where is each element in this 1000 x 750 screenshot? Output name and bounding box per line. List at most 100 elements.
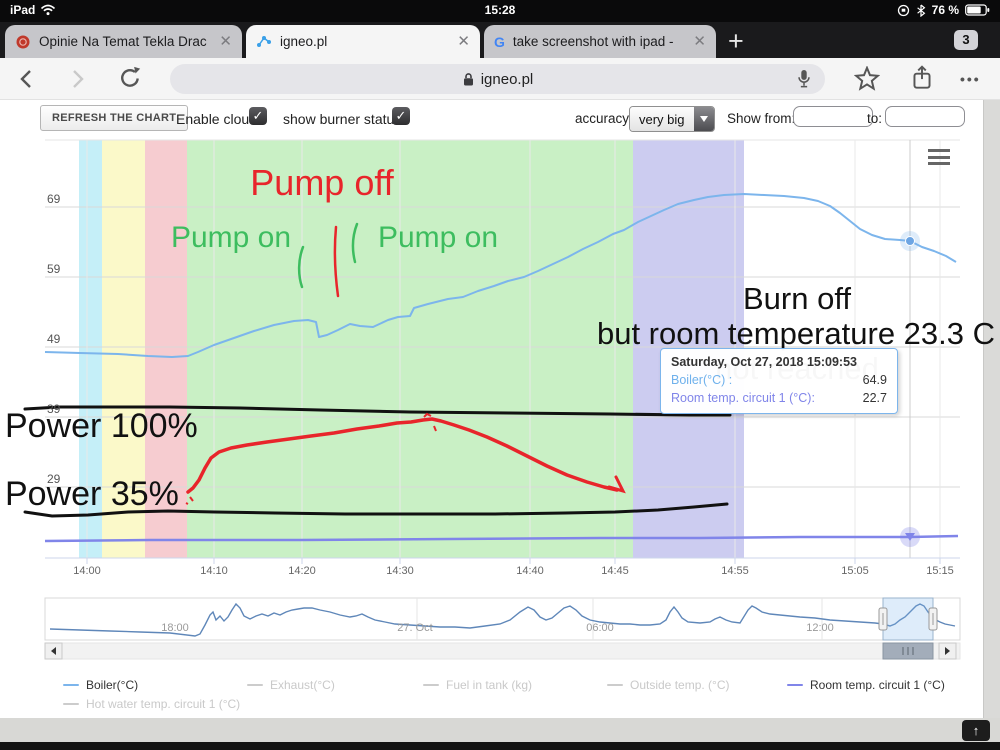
scroll-to-top-button[interactable]: ↑ [962,720,990,741]
legend-line-symbol [423,683,439,687]
plot-band-pink [145,140,187,558]
scrollbar-track[interactable] [44,642,961,660]
drawn-scribble [423,412,432,418]
tooltip-series-label: Boiler(°C) : [671,373,733,387]
tab-title: Opinie Na Temat Tekla Drac [39,34,207,49]
legend-line-symbol [63,683,79,687]
reload-button[interactable] [118,66,143,91]
bottom-bar [0,742,1000,750]
annotation-pump-on-left: Pump on [170,221,292,254]
drawn-scribble [185,502,189,505]
navigator-series [49,602,956,637]
legend-line-symbol [63,702,79,706]
drawn-pump-on-stroke [297,245,305,289]
legend-label: Exhaust(°C) [270,678,335,692]
drawn-power-curve [186,417,619,494]
drawn-pump-off-stroke [333,225,340,298]
google-favicon: G [494,33,505,50]
tooltip-title: Saturday, Oct 27, 2018 15:09:53 [671,355,857,369]
drawn-pump-on-stroke [351,222,359,264]
legend-line-symbol [787,683,803,687]
wifi-icon [40,4,56,16]
legend-item-inactive[interactable]: Outside temp. (°C) [607,678,730,692]
clock: 15:28 [484,3,516,17]
annotation-burn-off-1: Burn off [742,281,852,316]
tooltip-series-value: 64.9 [862,373,887,387]
show-burner-label: show burner status [283,111,402,127]
new-tab-button[interactable]: + [728,26,744,56]
accuracy-label: accuracy: [575,111,633,126]
to-label: to: [867,111,883,126]
refresh-chart-button[interactable]: REFRESH THE CHART [40,105,189,131]
accuracy-selected-value: very big [630,107,694,131]
tab-bar: Opinie Na Temat Tekla Drac ✕ igneo.pl ✕ … [0,22,1000,58]
overflow-menu-icon[interactable]: ••• [960,71,981,87]
legend-label: Room temp. circuit 1 (°C) [810,678,945,692]
annotation-burn-off-2: but room temperature 23.3 C [596,316,996,351]
legend-item-inactive[interactable]: Exhaust(°C) [247,678,335,692]
tab-igneo[interactable]: igneo.pl ✕ [246,25,480,58]
navigator[interactable] [44,597,961,641]
legend-label: Boiler(°C) [86,678,139,692]
room-marker [905,533,915,541]
share-icon[interactable] [910,64,934,92]
drawn-power100-line [23,405,732,417]
drawn-power35-line [23,502,729,518]
navigator-selection[interactable] [882,597,934,641]
voice-search-icon[interactable] [795,67,813,91]
tooltip-series-value: 22.7 [862,390,887,405]
annotation-pump-off: Pump off [250,162,394,203]
tab-count-button[interactable]: 3 [954,30,978,50]
annotation-power-35: Power 35% [5,475,179,513]
show-to-input[interactable] [885,106,965,127]
legend-label: Hot water temp. circuit 1 (°C) [86,697,241,711]
enable-cloud-checkbox[interactable]: ✓ [249,107,267,125]
tab-opinie[interactable]: Opinie Na Temat Tekla Drac ✕ [5,25,242,58]
page-footer-strip [0,718,1000,742]
close-icon[interactable]: ✕ [219,33,232,50]
series-boiler[interactable] [44,193,957,358]
bluetooth-icon [916,4,926,17]
chart-menu-icon[interactable] [928,149,950,169]
igneo-favicon [256,34,272,49]
boiler-marker [905,236,915,246]
legend-item-inactive[interactable]: Hot water temp. circuit 1 (°C) [63,697,240,711]
legend-item-active[interactable]: Boiler(°C) [63,678,138,692]
plot-band-green [187,140,633,558]
plot-band-yellow [102,140,145,558]
status-bar: iPad 15:28 76 % [0,0,1000,22]
plot-band-cyan [79,140,102,558]
lock-icon [462,72,475,87]
enable-cloud-label: Enable cloud [176,111,257,127]
tab-screenshot[interactable]: G take screenshot with ipad - ✕ [484,25,716,58]
accuracy-select[interactable]: very big [629,106,715,132]
series-room-temp[interactable] [44,534,959,543]
site-favicon [15,34,31,50]
chevron-down-icon [693,107,714,131]
rotation-lock-icon [897,4,910,17]
drawn-scribble [433,425,437,432]
back-button[interactable] [16,68,38,90]
bookmark-star-icon[interactable] [854,66,880,92]
carrier-label: iPad [10,3,36,17]
legend-item-inactive[interactable]: Fuel in tank (kg) [423,678,532,692]
show-from-label: Show from: [727,111,796,126]
forward-button[interactable] [66,68,88,90]
address-bar[interactable]: igneo.pl [170,64,825,94]
battery-icon [965,4,990,16]
url-text: igneo.pl [480,70,534,88]
legend-label: Fuel in tank (kg) [446,678,533,692]
show-from-input[interactable] [793,106,873,127]
tab-title: igneo.pl [280,34,328,49]
legend-line-symbol [607,683,623,687]
page-controls: REFRESH THE CHART Enable cloud ✓ show bu… [0,100,1000,138]
legend-label: Outside temp. (°C) [630,678,730,692]
close-icon[interactable]: ✕ [457,33,470,50]
show-burner-checkbox[interactable]: ✓ [392,107,410,125]
legend-item-active[interactable]: Room temp. circuit 1 (°C) [787,678,945,692]
chart-legend: Boiler(°C) Exhaust(°C) Fuel in tank (kg) Ou… [0,676,983,716]
annotation-power-100: Power 100% [5,407,198,445]
close-icon[interactable]: ✕ [693,33,706,50]
page-scroll-gutter[interactable] [983,100,1000,742]
